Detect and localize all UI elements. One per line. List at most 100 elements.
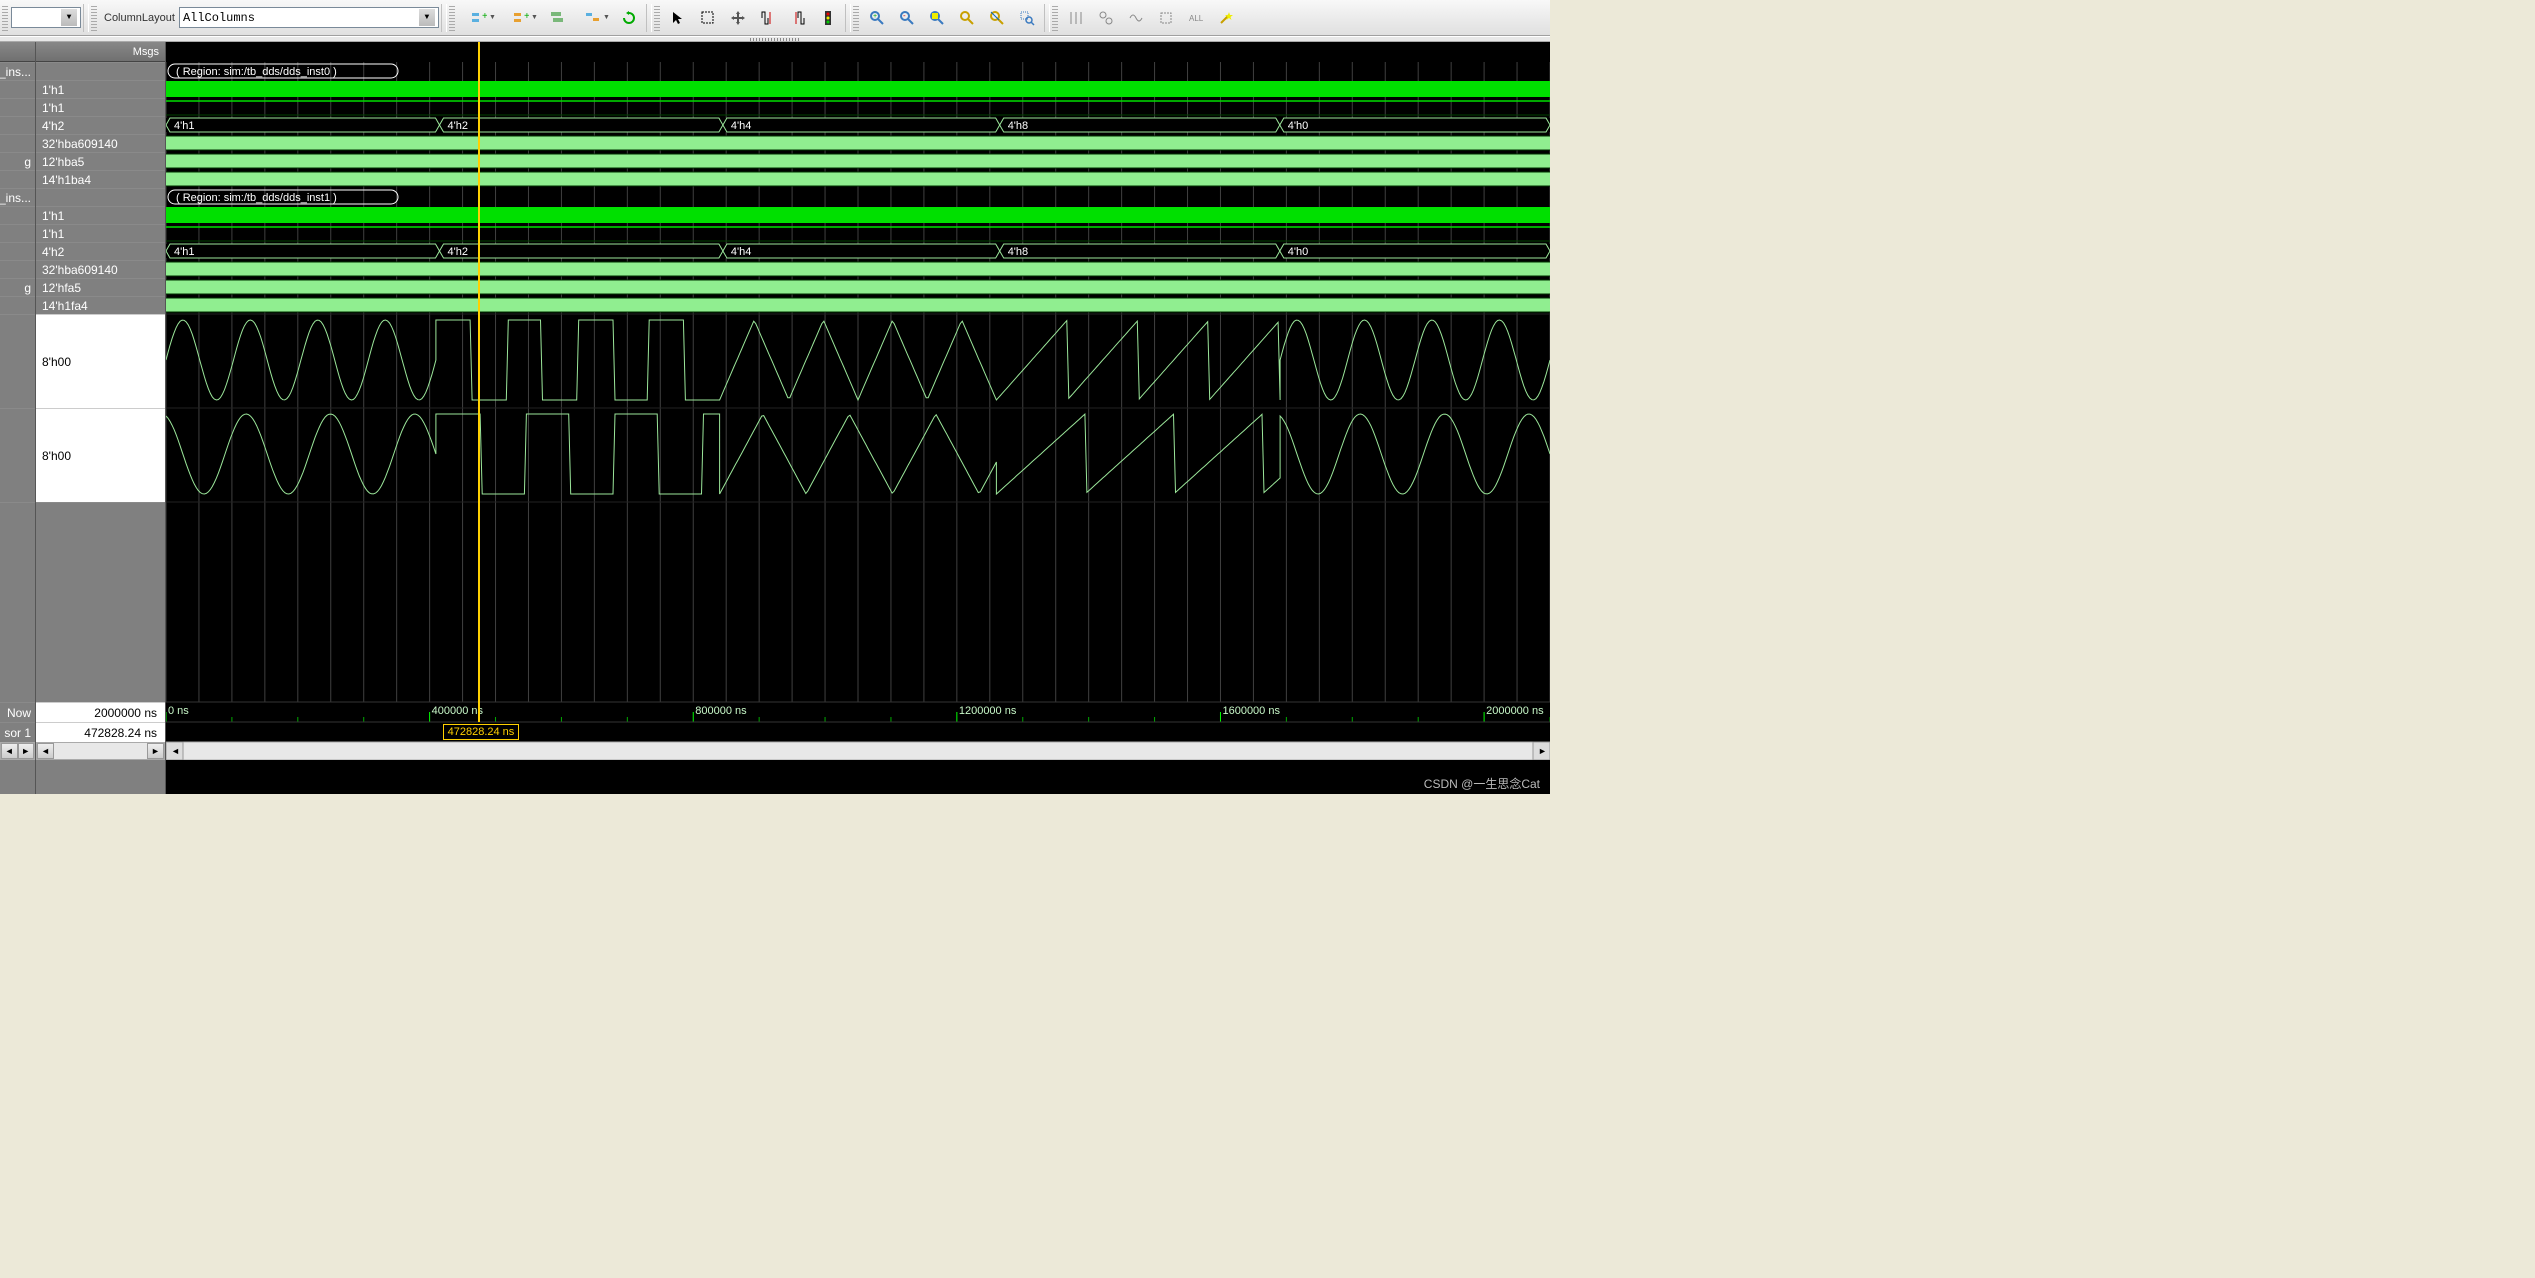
- svg-text:( Region: sim:/tb_dds/dds_inst: ( Region: sim:/tb_dds/dds_inst1 ): [176, 192, 337, 204]
- column-layout-combo[interactable]: AllColumns▼: [179, 7, 439, 28]
- column-layout-value: AllColumns: [183, 11, 255, 25]
- svg-text:4'h1: 4'h1: [174, 120, 194, 132]
- scroll-left[interactable]: ◄: [1, 743, 18, 759]
- signal-value[interactable]: 12'hfa5: [36, 278, 165, 296]
- signal-name[interactable]: [0, 116, 35, 134]
- signal-value[interactable]: [36, 188, 165, 206]
- btn-zoom-cursor-2[interactable]: [983, 5, 1011, 31]
- svg-text:4'h0: 4'h0: [1288, 120, 1308, 132]
- btn-mode-2[interactable]: [1092, 5, 1120, 31]
- signal-value[interactable]: 1'h1: [36, 80, 165, 98]
- svg-text:4'h8: 4'h8: [1008, 246, 1028, 258]
- svg-text:◄: ◄: [171, 746, 180, 756]
- signal-value[interactable]: [36, 502, 165, 702]
- signal-name[interactable]: [0, 242, 35, 260]
- now-value: 2000000 ns: [36, 702, 165, 722]
- svg-text:1200000 ns: 1200000 ns: [959, 705, 1017, 717]
- btn-signal-refresh[interactable]: [615, 5, 643, 31]
- combo-1[interactable]: ▼: [11, 7, 81, 28]
- signal-value[interactable]: 14'h1fa4: [36, 296, 165, 314]
- svg-text:0 ns: 0 ns: [168, 705, 189, 717]
- btn-zoom-full[interactable]: [923, 5, 951, 31]
- btn-zoom-region[interactable]: [1013, 5, 1041, 31]
- signal-value[interactable]: 14'h1ba4: [36, 170, 165, 188]
- btn-mode-4[interactable]: [1152, 5, 1180, 31]
- svg-text:1600000 ns: 1600000 ns: [1222, 705, 1280, 717]
- signal-value[interactable]: 32'hba609140: [36, 134, 165, 152]
- cursor-value: 472828.24 ns: [36, 722, 165, 742]
- btn-pointer[interactable]: [664, 5, 692, 31]
- signal-value[interactable]: 8'h00: [36, 314, 165, 408]
- btn-signal-format[interactable]: ▼: [573, 5, 613, 31]
- btn-traffic-light[interactable]: [814, 5, 842, 31]
- svg-text:2000000 ns: 2000000 ns: [1486, 705, 1544, 717]
- scroll-left[interactable]: ◄: [37, 743, 54, 759]
- btn-mode-all[interactable]: ALL: [1182, 5, 1210, 31]
- names-header: [0, 42, 35, 62]
- cursor-label: sor 1: [0, 722, 35, 742]
- btn-edge-prev[interactable]: [754, 5, 782, 31]
- btn-mode-1[interactable]: [1062, 5, 1090, 31]
- toolbar: ▼ ColumnLayout AllColumns▼ +▼ +▼ ▼ + - A…: [0, 0, 1550, 36]
- btn-signal-add-1[interactable]: +▼: [459, 5, 499, 31]
- btn-mode-wand[interactable]: [1212, 5, 1240, 31]
- btn-signal-add-2[interactable]: +▼: [501, 5, 541, 31]
- btn-edge-next[interactable]: [784, 5, 812, 31]
- time-cursor[interactable]: [478, 42, 480, 722]
- toolbar-grip[interactable]: [2, 5, 8, 31]
- svg-text:►: ►: [1538, 746, 1547, 756]
- signal-value[interactable]: 4'h2: [36, 242, 165, 260]
- wave-column[interactable]: ( Region: sim:/tb_dds/dds_inst0 ) 4'h1 4'h…: [166, 42, 1550, 794]
- now-label: Now: [0, 702, 35, 722]
- svg-text:4'h4: 4'h4: [731, 120, 751, 132]
- btn-mode-3[interactable]: [1122, 5, 1150, 31]
- btn-zoom-cursor-1[interactable]: [953, 5, 981, 31]
- signal-value[interactable]: 1'h1: [36, 98, 165, 116]
- column-layout-label: ColumnLayout: [104, 12, 175, 24]
- signal-value[interactable]: 8'h00: [36, 408, 165, 502]
- signal-name[interactable]: [0, 502, 35, 702]
- names-column: _ins...g_ins...gNowsor 1◄►: [0, 42, 36, 794]
- signal-value[interactable]: 12'hba5: [36, 152, 165, 170]
- signal-value[interactable]: 1'h1: [36, 224, 165, 242]
- signal-name[interactable]: [0, 296, 35, 314]
- signal-value[interactable]: [36, 62, 165, 80]
- svg-text:4'h2: 4'h2: [448, 120, 468, 132]
- svg-text:4'h4: 4'h4: [731, 246, 751, 258]
- svg-text:4'h2: 4'h2: [448, 246, 468, 258]
- signal-value[interactable]: 1'h1: [36, 206, 165, 224]
- signal-name[interactable]: [0, 98, 35, 116]
- values-column: Msgs 1'h11'h14'h232'hba60914012'hba514'h…: [36, 42, 166, 794]
- signal-name[interactable]: [0, 170, 35, 188]
- signal-value[interactable]: 4'h2: [36, 116, 165, 134]
- signal-name[interactable]: [0, 80, 35, 98]
- svg-text:-: -: [903, 11, 906, 20]
- btn-select-area[interactable]: [694, 5, 722, 31]
- signal-name[interactable]: [0, 314, 35, 408]
- waveform-canvas[interactable]: ( Region: sim:/tb_dds/dds_inst0 ) 4'h1 4'h…: [166, 42, 1550, 760]
- watermark: CSDN @一生思念Cat: [1424, 775, 1540, 792]
- signal-name[interactable]: _ins...: [0, 62, 35, 80]
- svg-text:ALL: ALL: [1189, 14, 1204, 23]
- svg-text:+: +: [873, 13, 877, 20]
- signal-name[interactable]: [0, 206, 35, 224]
- btn-signal-group[interactable]: [543, 5, 571, 31]
- btn-zoom-out[interactable]: -: [893, 5, 921, 31]
- signal-name[interactable]: [0, 224, 35, 242]
- signal-name[interactable]: g: [0, 152, 35, 170]
- signal-name[interactable]: _ins...: [0, 188, 35, 206]
- svg-text:4'h8: 4'h8: [1008, 120, 1028, 132]
- svg-text:( Region: sim:/tb_dds/dds_inst: ( Region: sim:/tb_dds/dds_inst0 ): [176, 66, 337, 78]
- svg-text:4'h0: 4'h0: [1288, 246, 1308, 258]
- signal-name[interactable]: [0, 134, 35, 152]
- scroll-right[interactable]: ►: [18, 743, 35, 759]
- signal-name[interactable]: g: [0, 278, 35, 296]
- scroll-right[interactable]: ►: [147, 743, 164, 759]
- btn-pan[interactable]: [724, 5, 752, 31]
- svg-text:4'h1: 4'h1: [174, 246, 194, 258]
- signal-name[interactable]: [0, 260, 35, 278]
- cursor-time-box: 472828.24 ns: [443, 724, 520, 740]
- signal-name[interactable]: [0, 408, 35, 502]
- btn-zoom-in[interactable]: +: [863, 5, 891, 31]
- signal-value[interactable]: 32'hba609140: [36, 260, 165, 278]
